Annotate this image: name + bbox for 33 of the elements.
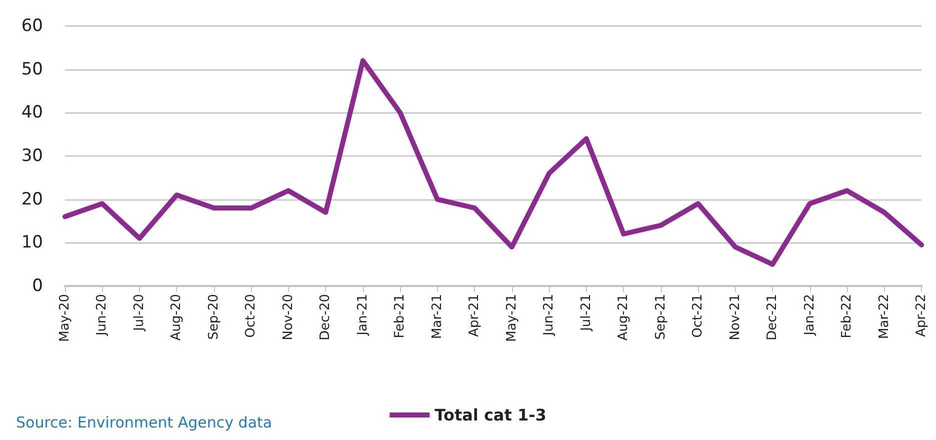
x-tick-label: Jun-21: [542, 294, 557, 337]
x-tick-label: Nov-21: [728, 294, 743, 340]
y-tick-label: 10: [21, 232, 43, 253]
y-tick-label: 20: [21, 189, 43, 210]
y-tick-label: 40: [21, 102, 43, 123]
x-tick-label: Jan-21: [355, 294, 370, 336]
x-tick-label: Mar-22: [876, 294, 892, 339]
x-tick-label: Dec-21: [765, 294, 780, 340]
y-tick-label: 50: [21, 59, 43, 80]
x-tick-label: Mar-21: [430, 294, 445, 339]
x-tick-label: Aug-21: [616, 294, 632, 341]
source-note: Source: Environment Agency data: [16, 414, 272, 432]
x-tick-label: Jun-20: [94, 294, 110, 337]
y-tick-label: 0: [32, 276, 43, 296]
x-tick-label: Feb-21: [392, 294, 408, 338]
x-tick-label: Sep-21: [653, 294, 668, 340]
x-tick-label: Feb-22: [840, 294, 855, 338]
y-tick-label: 30: [21, 146, 43, 166]
y-tick-label: 60: [21, 16, 43, 36]
x-tick-label: May-20: [58, 294, 72, 342]
x-tick-label: Aug-20: [169, 294, 184, 341]
x-tick-label: Sep-20: [206, 294, 222, 340]
x-tick-label: Apr-21: [467, 294, 482, 337]
x-tick-label: Jul-21: [578, 294, 594, 332]
x-tick-label: Jul-20: [132, 294, 147, 332]
x-tick-label: Nov-20: [280, 294, 296, 340]
x-tick-label: Apr-22: [914, 294, 929, 337]
x-tick-label: May-21: [504, 294, 520, 342]
x-tick-label: Oct-20: [244, 294, 259, 338]
legend-label: Total cat 1-3: [434, 406, 546, 424]
x-tick-label: Jan-22: [802, 294, 818, 336]
x-tick-label: Oct-21: [690, 294, 706, 338]
x-tick-label: Dec-20: [318, 294, 334, 340]
